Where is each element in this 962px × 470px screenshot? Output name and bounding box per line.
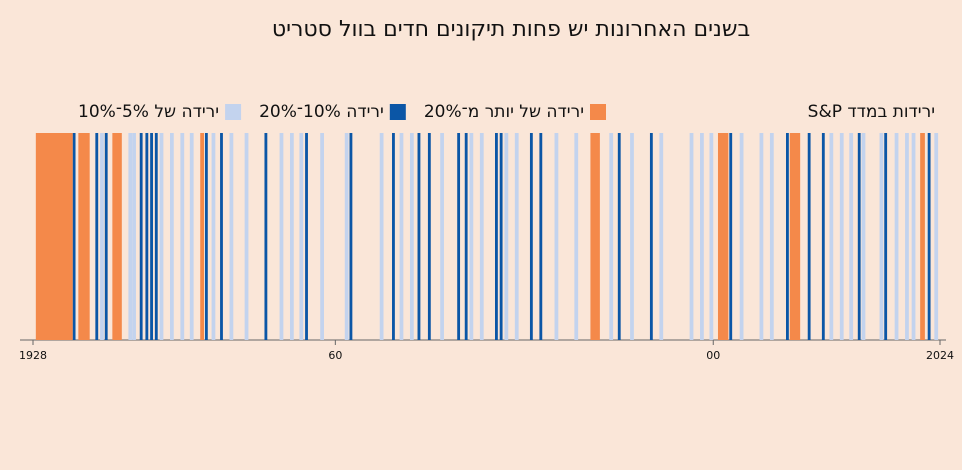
stripe xyxy=(289,133,294,340)
stripe xyxy=(894,133,899,340)
x-tick-label: 2024 xyxy=(926,349,954,362)
stripe xyxy=(159,133,164,340)
stripe xyxy=(717,133,729,340)
stripe xyxy=(457,133,461,340)
stripe xyxy=(689,133,694,340)
stripe xyxy=(264,133,268,340)
stripe xyxy=(145,133,149,340)
stripe xyxy=(95,133,99,340)
stripe xyxy=(154,133,158,340)
stripe xyxy=(659,133,664,340)
stripe xyxy=(574,133,579,340)
stripe xyxy=(879,133,884,340)
stripe xyxy=(440,133,444,340)
stripe xyxy=(169,133,174,340)
stripe xyxy=(211,133,216,340)
stripe xyxy=(128,133,133,340)
stripe xyxy=(100,133,104,340)
stripe xyxy=(759,133,764,340)
stripe xyxy=(299,133,304,340)
stripe xyxy=(204,133,208,340)
stripe xyxy=(884,133,888,340)
x-tick-label: 1928 xyxy=(19,349,47,362)
stripe xyxy=(379,133,384,340)
stripe xyxy=(399,133,404,340)
stripe xyxy=(479,133,484,340)
x-tick-label: 00 xyxy=(706,349,720,362)
stripe xyxy=(769,133,774,340)
stripe xyxy=(849,133,854,340)
stripe xyxy=(700,133,704,340)
stripe xyxy=(504,133,509,340)
legend-label: ירידה של יותר מ־20% xyxy=(424,102,584,122)
stripe xyxy=(139,133,143,340)
stripe xyxy=(649,133,653,340)
stripe xyxy=(392,133,395,340)
stripe xyxy=(200,133,205,340)
stripe xyxy=(539,133,543,340)
stripe xyxy=(821,133,825,340)
stripe xyxy=(409,133,414,340)
stripe xyxy=(630,133,634,340)
stripe xyxy=(349,133,353,340)
stripe xyxy=(529,133,533,340)
stripe xyxy=(499,133,503,340)
stripe xyxy=(709,133,714,340)
stripe xyxy=(189,133,194,340)
stripe xyxy=(857,133,861,340)
stripe xyxy=(590,133,600,340)
stripe xyxy=(920,133,925,340)
stripe xyxy=(132,133,136,340)
stripe xyxy=(464,133,468,340)
stripe xyxy=(427,133,431,340)
legend-swatch xyxy=(225,104,242,120)
x-tick-label: 60 xyxy=(328,349,342,362)
stripe xyxy=(417,133,421,340)
stripe xyxy=(789,133,801,340)
stripe xyxy=(305,133,308,340)
stripe xyxy=(220,133,223,340)
stripe xyxy=(839,133,844,340)
stripe xyxy=(320,133,324,340)
stripe xyxy=(807,133,811,340)
legend-label: ירידה של 5%־10% xyxy=(78,102,219,122)
stripe xyxy=(180,133,185,340)
stripe xyxy=(829,133,834,340)
legend-label: ירידה 10%־20% xyxy=(259,102,384,122)
stripe xyxy=(617,133,621,340)
stripe xyxy=(785,133,789,340)
stripe xyxy=(244,133,249,340)
stripe xyxy=(35,133,73,340)
legend-title: ירידות במדד S&P xyxy=(808,102,935,122)
stripe xyxy=(911,133,916,340)
stripe xyxy=(72,133,76,340)
stripe xyxy=(150,133,153,340)
stripe xyxy=(927,133,931,340)
legend-swatch xyxy=(590,104,606,120)
stripe xyxy=(554,133,559,340)
stripe xyxy=(78,133,90,340)
stripe xyxy=(934,133,939,340)
stripe xyxy=(469,133,474,340)
stripe xyxy=(861,133,866,340)
stripe xyxy=(514,133,519,340)
stripe xyxy=(495,133,498,340)
legend-swatch xyxy=(389,104,406,120)
stripe xyxy=(279,133,284,340)
stripe xyxy=(729,133,733,340)
stripe xyxy=(112,133,122,340)
stripe xyxy=(905,133,909,340)
stripe xyxy=(739,133,744,340)
stripe xyxy=(104,133,108,340)
chart-title: בשנים האחרונות יש פחות תיקונים חדים בוול… xyxy=(272,17,750,42)
stripe xyxy=(609,133,614,340)
stripe xyxy=(229,133,234,340)
stripe xyxy=(344,133,349,340)
